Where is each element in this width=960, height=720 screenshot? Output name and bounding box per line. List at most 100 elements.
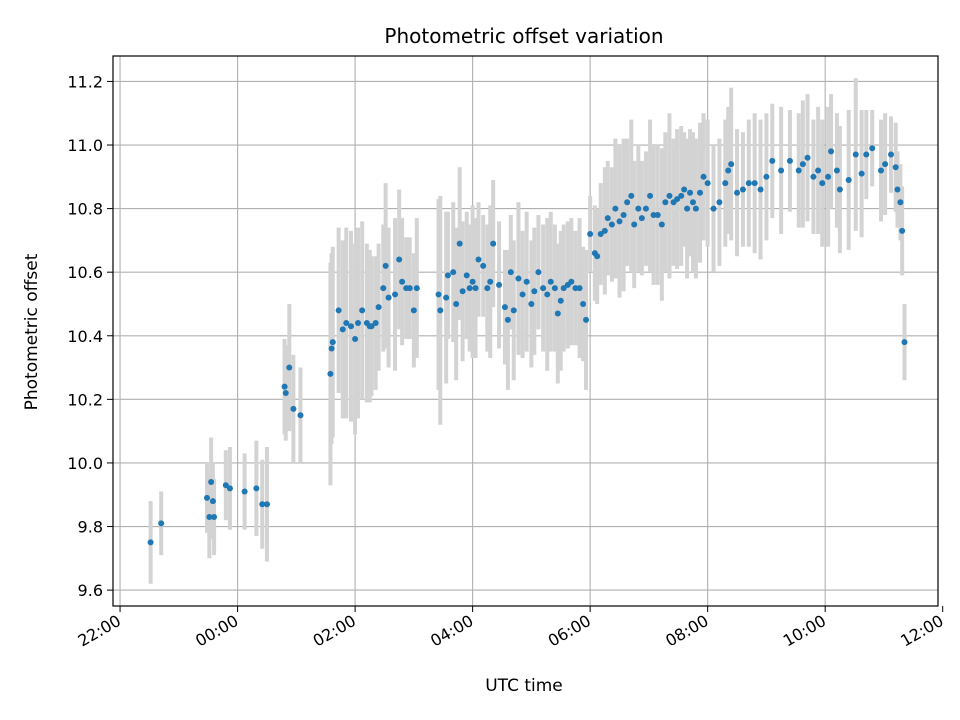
data-point (597, 231, 604, 238)
data-point (528, 300, 535, 307)
data-point (858, 170, 865, 177)
data-point (825, 173, 832, 180)
data-point (674, 196, 681, 203)
data-point (282, 389, 289, 396)
data-point (658, 221, 665, 228)
y-tick-label: 10.6 (67, 263, 103, 282)
data-point (678, 192, 685, 199)
data-point (662, 199, 669, 206)
data-point (700, 173, 707, 180)
data-point (624, 199, 631, 206)
data-point (692, 205, 699, 212)
data-point (554, 310, 561, 317)
data-point (335, 307, 342, 314)
data-point (684, 205, 691, 212)
data-point (204, 494, 211, 501)
data-point (687, 189, 694, 196)
y-axis-ticks: 9.6 9.8 10.0 10.2 10.4 10.6 10.8 11.0 11.2 (67, 72, 113, 600)
data-point (443, 294, 450, 301)
data-point (583, 316, 590, 323)
y-tick-label: 9.6 (78, 581, 103, 600)
data-point (869, 145, 876, 152)
data-point (484, 285, 491, 292)
y-tick-label: 10.8 (67, 200, 103, 219)
data-point (628, 192, 635, 199)
data-point (510, 307, 517, 314)
data-point (725, 167, 732, 174)
data-point (642, 205, 649, 212)
data-point (763, 173, 770, 180)
data-point (382, 262, 389, 269)
data-point (882, 161, 889, 168)
data-point (722, 180, 729, 187)
data-point (540, 285, 547, 292)
data-point (286, 364, 293, 371)
data-point (158, 520, 165, 527)
data-point (612, 205, 619, 212)
data-point (259, 501, 266, 508)
data-point (899, 227, 906, 234)
data-point (795, 167, 802, 174)
x-axis-label: UTC time (485, 676, 563, 696)
data-point (253, 485, 260, 492)
y-axis-label: Photometric offset (22, 253, 42, 410)
y-tick-label: 11.0 (67, 136, 103, 155)
data-point (650, 211, 657, 218)
data-point (828, 148, 835, 155)
data-point (328, 345, 335, 352)
data-point (863, 151, 870, 158)
data-point (704, 180, 711, 187)
data-point (399, 278, 406, 285)
data-point (560, 285, 567, 292)
data-point (359, 307, 366, 314)
data-point (385, 294, 392, 301)
data-point (410, 307, 417, 314)
plot-frame (112, 55, 939, 607)
data-point (604, 215, 611, 222)
data-point (519, 291, 526, 298)
data-point (587, 231, 594, 238)
data-point (778, 167, 785, 174)
data-point (437, 307, 444, 314)
data-point (206, 513, 213, 520)
data-point (453, 300, 460, 307)
data-point (878, 167, 885, 174)
data-point (147, 539, 154, 546)
data-point (456, 240, 463, 247)
data-point (263, 501, 270, 508)
data-point (580, 300, 587, 307)
data-point (745, 180, 752, 187)
data-point (544, 291, 551, 298)
data-point (406, 285, 413, 292)
data-point (531, 288, 538, 295)
data-point (480, 262, 487, 269)
data-point (631, 221, 638, 228)
data-point (616, 218, 623, 225)
data-point (786, 157, 793, 164)
data-point (608, 221, 615, 228)
data-point (734, 189, 741, 196)
data-point (547, 278, 554, 285)
data-point (466, 285, 473, 292)
data-point (472, 285, 479, 292)
data-point (689, 199, 696, 206)
data-point (355, 320, 362, 327)
data-point (515, 275, 522, 282)
data-point (347, 323, 354, 330)
data-point (845, 176, 852, 183)
data-point (475, 256, 482, 263)
data-point (739, 186, 746, 193)
data-point (523, 278, 530, 285)
y-tick-label: 11.2 (67, 72, 103, 91)
data-point (375, 304, 382, 311)
data-point (504, 316, 511, 323)
data-point (535, 269, 542, 276)
data-point (620, 211, 627, 218)
data-point (728, 161, 735, 168)
data-point (297, 412, 304, 419)
y-tick-label: 10.4 (67, 327, 103, 346)
data-point (459, 288, 466, 295)
data-point (601, 227, 608, 234)
data-point (833, 167, 840, 174)
